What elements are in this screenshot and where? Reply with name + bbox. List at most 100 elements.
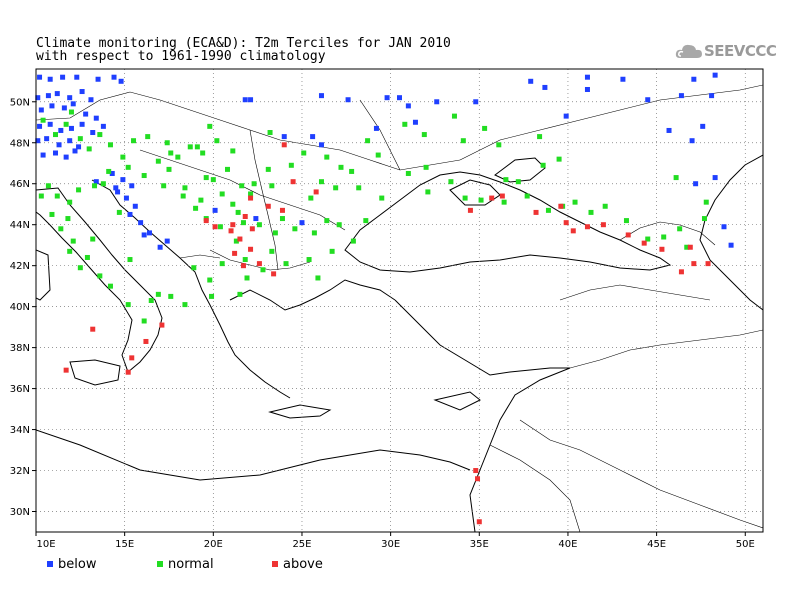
station-marker-normal (333, 185, 339, 191)
station-marker-above (691, 261, 697, 267)
legend-swatch-below (47, 561, 53, 567)
station-marker-normal (194, 144, 200, 150)
station-marker-above (659, 246, 665, 252)
station-marker-below (79, 121, 85, 127)
station-marker-below (49, 103, 55, 109)
station-marker-normal (106, 168, 112, 174)
cloud-icon (675, 44, 702, 58)
station-marker-normal (230, 148, 236, 154)
station-marker-above (313, 189, 319, 195)
station-marker-below (111, 74, 117, 80)
station-marker-normal (125, 164, 131, 170)
station-marker-normal (145, 134, 151, 140)
station-marker-normal (363, 218, 369, 224)
station-marker-normal (65, 216, 71, 222)
station-marker-normal (503, 177, 509, 183)
station-marker-above (271, 271, 277, 277)
legend-label-above: above (283, 557, 323, 572)
station-marker-normal (237, 291, 243, 297)
station-marker-below (56, 142, 62, 148)
station-marker-above (558, 203, 564, 209)
station-marker-normal (53, 132, 59, 138)
seevccc-logo: SEEVCCC (674, 40, 777, 64)
station-marker-normal (265, 166, 271, 172)
legend-item-below: below (47, 557, 96, 572)
station-marker-normal (76, 187, 82, 193)
legend-swatch-normal (157, 561, 163, 567)
station-marker-above (125, 369, 131, 375)
station-marker-below (132, 203, 138, 209)
station-marker-above (290, 179, 296, 185)
station-marker-below (691, 76, 697, 82)
station-marker-normal (537, 134, 543, 140)
station-marker-above (256, 261, 262, 267)
station-marker-normal (67, 248, 73, 254)
station-marker-below (90, 130, 96, 136)
station-marker-normal (191, 265, 197, 271)
y-tick-label: 34N (10, 425, 30, 436)
station-marker-normal (602, 203, 608, 209)
y-tick-label: 38N (10, 343, 30, 354)
station-marker-below (67, 95, 73, 101)
station-marker-normal (365, 138, 371, 144)
station-marker-normal (356, 185, 362, 191)
station-marker-normal (217, 224, 223, 230)
station-marker-normal (703, 199, 709, 205)
x-tick-label: 45E (647, 539, 666, 550)
station-marker-normal (116, 209, 122, 215)
station-marker-normal (168, 293, 174, 299)
station-marker-normal (148, 298, 154, 303)
logo-text: SEEVCCC (704, 42, 777, 60)
station-marker-normal (120, 154, 126, 160)
station-marker-above (237, 236, 243, 242)
station-marker-below (281, 134, 287, 140)
station-marker-below (37, 74, 43, 80)
station-marker-below (157, 244, 163, 250)
station-marker-below (345, 97, 351, 103)
station-marker-normal (63, 121, 69, 127)
station-marker-normal (645, 236, 651, 242)
station-marker-normal (207, 277, 213, 283)
station-marker-below (712, 72, 718, 78)
station-marker-normal (225, 166, 231, 172)
station-marker-normal (49, 211, 55, 217)
station-marker-below (61, 105, 67, 111)
station-marker-normal (77, 136, 83, 142)
station-marker-normal (155, 291, 161, 297)
station-marker-below (129, 183, 135, 189)
station-marker-above (570, 228, 576, 234)
y-tick-label: 44N (10, 220, 30, 231)
station-marker-normal (90, 236, 96, 242)
station-marker-normal (68, 109, 74, 115)
station-marker-normal (100, 181, 106, 187)
station-marker-normal (251, 181, 257, 187)
station-marker-below (473, 99, 479, 105)
station-marker-above (203, 218, 209, 224)
station-marker-normal (701, 216, 707, 222)
legend-label-below: below (58, 557, 97, 572)
station-marker-normal (623, 218, 629, 224)
station-marker-below (728, 242, 734, 248)
station-marker-normal (210, 177, 216, 183)
station-marker-below (141, 232, 147, 238)
station-marker-normal (279, 216, 285, 222)
station-marker-normal (405, 170, 411, 176)
station-marker-normal (77, 265, 83, 271)
station-marker-normal (198, 197, 204, 203)
station-marker-above (563, 220, 569, 226)
station-marker-below (693, 181, 699, 187)
station-marker-below (563, 113, 569, 119)
x-tick-label: 40E (558, 539, 577, 550)
station-marker-normal (684, 244, 690, 250)
station-marker-below (115, 189, 121, 195)
station-marker-normal (54, 193, 60, 199)
station-marker-below (35, 138, 41, 144)
y-tick-label: 42N (10, 261, 30, 272)
station-marker-normal (283, 261, 289, 267)
station-marker-normal (97, 132, 103, 138)
station-marker-below (212, 207, 218, 213)
station-marker-normal (306, 257, 312, 263)
station-marker-below (528, 78, 534, 84)
station-marker-below (93, 179, 99, 185)
station-marker-below (542, 84, 548, 90)
